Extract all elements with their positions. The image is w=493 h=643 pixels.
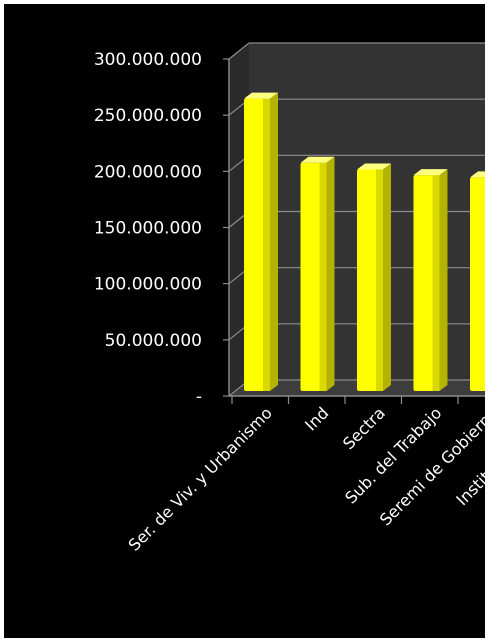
bar-front	[470, 177, 485, 391]
bar-side	[326, 156, 335, 391]
x-category-label: Sectra	[339, 403, 389, 453]
bar-top	[357, 163, 391, 170]
bar	[357, 163, 391, 391]
bar-side	[439, 169, 448, 391]
y-tick-label: 100.000.000	[94, 275, 202, 295]
y-tick-label: 200.000.000	[94, 162, 202, 182]
y-tick-label: 150.000.000	[94, 219, 202, 239]
y-tick-label: 50.000.000	[105, 331, 202, 351]
bar-shade	[432, 175, 440, 391]
bar-top	[300, 156, 335, 163]
bar-shade	[376, 169, 383, 391]
bar-chart: - 50.000.000 100.000.000 150.000.000 200.000…	[94, 42, 485, 555]
bar	[244, 92, 278, 391]
y-tick-label: -	[196, 387, 202, 407]
bar	[470, 171, 485, 391]
bar-shade	[263, 98, 270, 391]
x-category-label: Ser. de Viv. y Urbanismo	[125, 403, 276, 554]
bar-side	[383, 163, 391, 391]
x-category-label: Ind	[301, 403, 332, 434]
x-category-label: Sub. del Trabajo	[341, 403, 445, 507]
bar	[300, 156, 335, 391]
bar-top	[244, 92, 278, 99]
bar-shade	[319, 162, 327, 391]
bar-side	[270, 92, 278, 391]
bar-top	[470, 171, 485, 178]
y-tick-label: 250.000.000	[94, 106, 202, 126]
y-tick-label: 300.000.000	[94, 50, 202, 70]
chart-area: - 50.000.000 100.000.000 150.000.000 200.000…	[4, 4, 485, 638]
bar-top	[413, 169, 448, 176]
bar	[413, 169, 448, 391]
gridline-depth	[228, 42, 250, 60]
